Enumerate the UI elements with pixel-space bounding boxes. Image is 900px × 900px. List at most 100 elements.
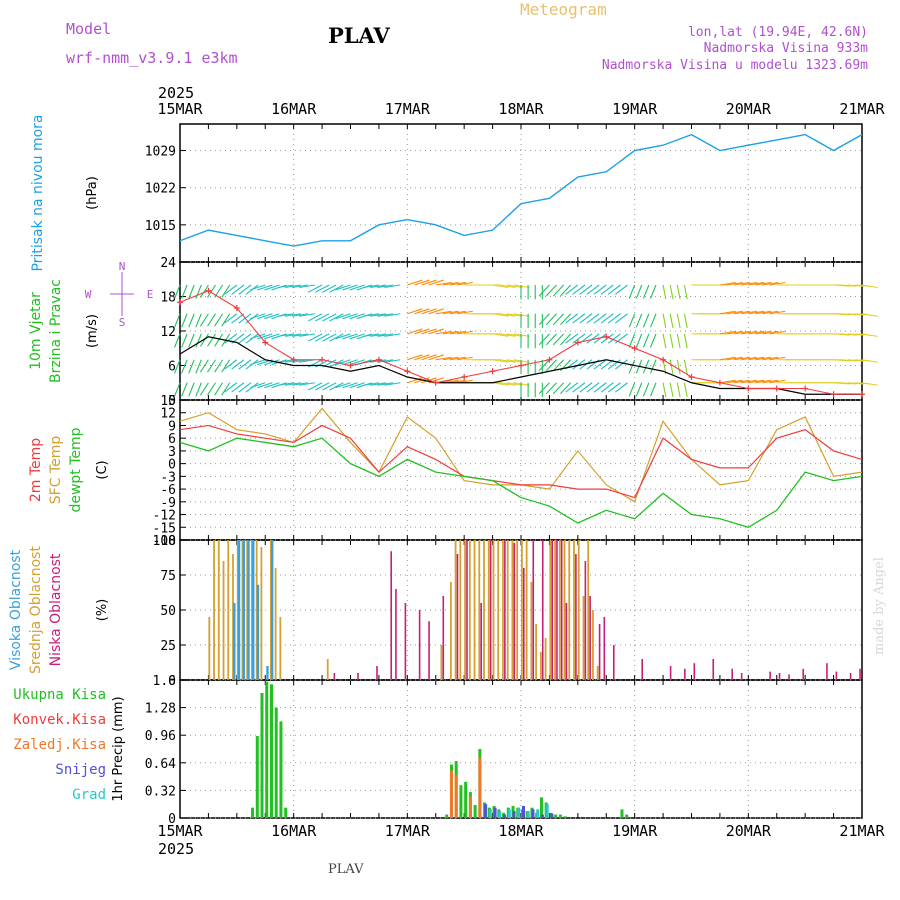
mid-cloud-bar [554, 540, 556, 680]
footer-station: PLAV [328, 862, 364, 877]
mid-cloud-bar [449, 582, 452, 680]
low-cloud-bar [612, 645, 615, 680]
wind-barb [384, 333, 401, 337]
wind-barb [421, 308, 437, 315]
wind-barb [384, 382, 401, 386]
total-precip-bar [459, 785, 463, 818]
high-cloud-bar [270, 540, 274, 680]
meteogram-title: Meteogram [520, 0, 607, 19]
wind-barb [762, 356, 779, 361]
low-cloud-bar [669, 666, 672, 680]
wind-barb [538, 333, 550, 346]
wind-barb [231, 313, 245, 324]
wind-barb [329, 359, 344, 368]
wind-barb [607, 284, 621, 295]
wind-barb [861, 313, 878, 317]
gust-marker [546, 356, 553, 363]
wind-barb [221, 284, 231, 298]
wind-barb [642, 313, 650, 328]
wind-barb [762, 330, 779, 335]
hail-bar [526, 811, 530, 818]
wind-barb [769, 310, 786, 315]
wind-barb [421, 328, 437, 335]
wind-barb [506, 284, 523, 289]
mid-cloud-bar [227, 540, 230, 680]
high-cloud-bar [233, 603, 236, 680]
precip-legend-label: Zaledj.Kisa [13, 737, 106, 753]
wind-barb [224, 284, 238, 295]
total-precip-bar [260, 692, 264, 818]
snow-bar [484, 804, 488, 818]
wind-barb [847, 313, 864, 316]
wind-barb [676, 382, 681, 398]
wind-barb [719, 281, 736, 286]
wind-barb [299, 284, 316, 289]
wind-barb [277, 313, 294, 317]
wind-barb [370, 382, 387, 386]
wind-barb [264, 284, 280, 291]
wind-barb [649, 333, 657, 348]
hail-bar [517, 807, 521, 818]
wind-barb [538, 382, 550, 395]
wind-barb [342, 284, 358, 291]
wind-barb [250, 382, 266, 389]
wind-barb [199, 382, 209, 396]
gust-marker [603, 333, 610, 340]
snow-bar [531, 809, 535, 818]
wind-barb [741, 310, 758, 315]
wind-barb [741, 356, 758, 361]
wind-barb [513, 333, 530, 337]
wind-barb [188, 333, 195, 348]
y-tick-label: 1.6 [153, 674, 176, 689]
pressure-unit: (hPa) [85, 176, 100, 210]
total-precip-bar [269, 684, 273, 818]
wind-barb [734, 379, 750, 384]
mid-cloud-bar [269, 540, 272, 680]
wind-unit: (m/s) [85, 314, 100, 348]
bottom-date-label: 19MAR [612, 822, 658, 840]
wind-barb [579, 313, 593, 324]
wind-barb [755, 356, 772, 361]
gust-marker [461, 374, 468, 380]
wind-barb [748, 281, 765, 286]
wind-barb [676, 359, 681, 375]
wind-barb [586, 313, 600, 324]
wind-barb [579, 284, 593, 295]
model-label: Model [66, 20, 112, 38]
wind-barb [315, 284, 330, 293]
wind-barb [384, 284, 401, 289]
wind-barb [614, 382, 628, 393]
wind-barb [748, 330, 765, 335]
wind-barb [257, 333, 273, 340]
y-tick-label: 12 [160, 325, 176, 340]
compass-w-label: W [85, 288, 92, 301]
wind-barb [755, 379, 772, 384]
mid-cloud-bar [274, 568, 277, 680]
wind-barb [840, 313, 857, 316]
wind-barb [683, 359, 688, 375]
wind-barb [734, 356, 750, 361]
wind-barb [861, 333, 878, 337]
wind-barb [221, 382, 231, 396]
wind-barb [560, 284, 572, 297]
gust-marker [773, 385, 780, 392]
wind-barb [435, 310, 452, 315]
gust-marker [319, 356, 326, 363]
wind-barb [421, 279, 437, 286]
wind-barb [207, 333, 216, 347]
compass-n-label: N [119, 260, 126, 273]
wind-barb [449, 356, 466, 361]
wind-barb [572, 284, 586, 295]
wind-barb [513, 382, 530, 386]
wind-barb [734, 281, 750, 286]
y-tick-label: -9 [160, 496, 176, 511]
mid-cloud-bar [260, 547, 263, 680]
wind-barb [593, 359, 607, 370]
mid-cloud-bar [279, 617, 282, 680]
y-tick-label: 0 [168, 458, 176, 473]
mid-cloud-bar [217, 540, 220, 680]
y-tick-label: -12 [153, 509, 176, 524]
y-tick-label: 12 [160, 407, 176, 422]
wind-barb [214, 313, 224, 327]
wind-barb [238, 382, 252, 393]
